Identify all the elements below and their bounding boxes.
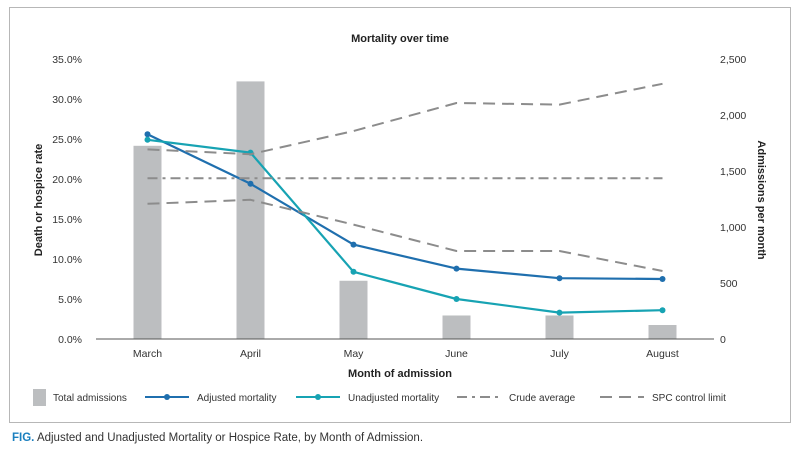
legend-label: SPC control limit <box>652 393 726 404</box>
chart-title: Mortality over time <box>351 33 449 45</box>
bar <box>133 145 162 339</box>
y-tick-label: 30.0% <box>52 94 82 106</box>
x-ticks-layer: March April May June July August <box>133 348 679 360</box>
y2-tick-label: 1,500 <box>720 166 746 178</box>
y-tick-label: 5.0% <box>58 294 82 306</box>
y-tick-label: 15.0% <box>52 214 82 226</box>
x-tick-label: April <box>240 348 261 360</box>
y-tick-label: 25.0% <box>52 134 82 146</box>
y2-axis-label: Admissions per month <box>755 140 767 259</box>
y2-ticks-layer: 0 500 1,000 1,500 2,000 2,500 <box>720 54 746 346</box>
y-tick-label: 0.0% <box>58 334 82 346</box>
bar <box>339 280 368 339</box>
data-point <box>350 268 357 275</box>
x-tick-label: August <box>646 348 679 360</box>
legend-marker <box>315 394 321 400</box>
data-point <box>453 296 460 302</box>
y-tick-label: 20.0% <box>52 174 82 186</box>
legend-marker <box>164 394 170 400</box>
spc-control-limit-lower-line <box>147 198 663 272</box>
adjusted-mortality-line <box>147 133 663 281</box>
data-point <box>659 276 666 282</box>
y2-tick-label: 500 <box>720 278 738 290</box>
legend-label: Crude average <box>509 393 576 404</box>
x-tick-label: July <box>550 348 569 360</box>
unadjusted-mortality-line <box>147 138 663 314</box>
data-point <box>144 136 151 143</box>
y2-tick-label: 1,000 <box>720 222 746 234</box>
y2-tick-label: 0 <box>720 334 726 346</box>
bar <box>545 315 574 339</box>
bar <box>442 315 471 339</box>
data-point <box>659 307 666 314</box>
y-tick-label: 35.0% <box>52 54 82 66</box>
x-tick-label: March <box>133 348 162 360</box>
bar <box>236 81 265 340</box>
data-point <box>556 275 563 282</box>
bars-layer <box>133 81 677 340</box>
spc-control-limit-upper-line <box>147 82 663 156</box>
caption-text: Adjusted and Unadjusted Mortality or Hos… <box>36 432 424 444</box>
legend-label: Total admissions <box>53 393 127 404</box>
chart: Mortality over time Death or hospice rat… <box>33 33 767 406</box>
x-axis-label: Month of admission <box>348 368 452 380</box>
figure-caption: FIG. Adjusted and Unadjusted Mortality o… <box>12 432 423 444</box>
x-tick-label: May <box>344 348 365 360</box>
data-point <box>556 309 563 316</box>
data-point <box>247 180 254 187</box>
data-point <box>350 241 357 248</box>
y-axis-label: Death or hospice rate <box>33 144 45 256</box>
y2-tick-label: 2,500 <box>720 54 746 66</box>
caption-label: FIG. <box>12 432 35 444</box>
legend: Total admissions Adjusted mortality Unadju… <box>33 389 726 406</box>
y-tick-label: 10.0% <box>52 254 82 266</box>
bar <box>648 325 677 339</box>
y-ticks-layer: 0.0% 5.0% 10.0% 15.0% 20.0% 25.0% 30.0% 35.0% <box>52 54 82 346</box>
x-tick-label: June <box>445 348 468 360</box>
data-point <box>144 131 151 138</box>
legend-label: Adjusted mortality <box>197 393 276 404</box>
legend-swatch <box>33 389 46 406</box>
data-point <box>453 265 460 272</box>
legend-label: Unadjusted mortality <box>348 393 439 404</box>
lines-layer <box>144 82 666 316</box>
y2-tick-label: 2,000 <box>720 110 746 122</box>
